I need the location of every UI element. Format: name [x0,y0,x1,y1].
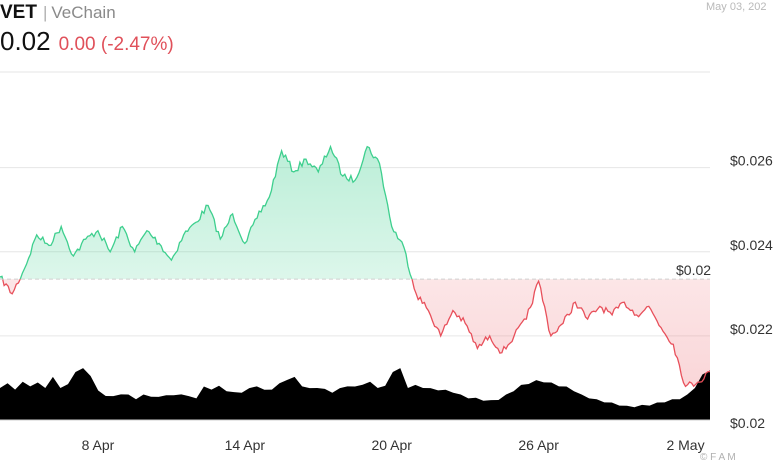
asset-title: VET | VeChain [0,2,116,24]
price-lines [0,144,710,388]
price-line-up [0,144,413,280]
volume-silhouette [0,368,710,420]
price-line-down [1,279,710,388]
y-tick-label: $0.024 [730,237,773,253]
x-tick-label: 2 May [666,437,704,453]
down-area-fill [0,279,710,387]
current-price: 0.02 [0,26,51,56]
area-fills [0,146,710,387]
price-change: 0.00 (-2.47%) [58,34,174,55]
title-separator: | [42,3,48,22]
ticker-symbol: VET [0,2,37,23]
x-tick-label: 26 Apr [518,437,559,453]
y-tick-label: $0.02 [730,415,765,431]
reference-line: $0.02 [0,262,711,421]
price-summary: 0.02 0.00 (-2.47%) [0,26,174,57]
y-tick-label: $0.022 [730,321,773,337]
axis-labels: $0.026 $0.024 $0.022 $0.02 8 Apr 14 Apr 20 Apr… [82,153,773,453]
x-tick-label: 14 Apr [225,437,266,453]
x-tick-label: 20 Apr [371,437,412,453]
x-tick-label: 8 Apr [82,437,115,453]
asset-name: VeChain [51,3,116,22]
reference-label: $0.02 [676,262,711,278]
y-tick-label: $0.026 [730,153,773,169]
up-area-fill [0,146,413,280]
watermark: © F A M [700,452,736,463]
date-stamp: May 03, 202 [706,1,767,13]
volume-area [0,368,710,420]
